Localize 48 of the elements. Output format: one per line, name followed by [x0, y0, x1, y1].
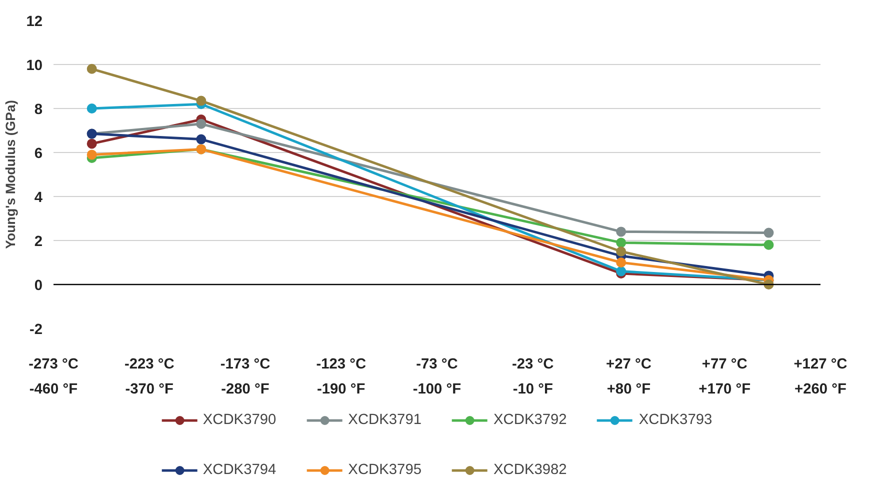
x-tick-label: -223 °C: [124, 356, 175, 372]
x2-tick-label: +260 °F: [794, 382, 846, 398]
x2-tick-label: +170 °F: [698, 382, 751, 398]
point: [196, 118, 206, 129]
point: [764, 240, 774, 250]
x-tick-label: +27 °C: [606, 356, 652, 372]
legend-label: XCDK3790: [202, 412, 276, 428]
point: [616, 266, 626, 276]
x-tick-label: -123 °C: [316, 356, 366, 372]
y-tick-label: 10: [26, 58, 43, 74]
x2-tick-label: -280 °F: [221, 382, 270, 398]
y-tick-label: 4: [34, 190, 44, 206]
x2-tick-label: +80 °F: [606, 382, 651, 398]
x-tick-label: -23 °C: [512, 356, 554, 372]
x2-tick-label: -190 °F: [317, 382, 366, 398]
y-tick-label: 2: [34, 234, 43, 250]
legend-label: XCDK3791: [348, 412, 422, 428]
x2-tick-label: -370 °F: [125, 382, 174, 398]
legend-label: XCDK3792: [494, 412, 567, 428]
y-tick-label: 12: [26, 14, 43, 30]
x-tick-label: -273 °C: [28, 356, 79, 372]
x-tick-label: +77 °C: [702, 356, 748, 372]
x-tick-label: -173 °C: [220, 356, 271, 372]
x2-tick-label: -460 °F: [29, 382, 78, 398]
point: [196, 134, 206, 144]
point: [616, 246, 626, 256]
legend-label: XCDK3794: [202, 462, 276, 478]
legend-label: XCDK3795: [348, 462, 422, 478]
legend-label: XCDK3793: [638, 412, 712, 428]
x-tick-label: +127 °C: [794, 356, 848, 372]
y-tick-label: 0: [34, 278, 43, 294]
point: [86, 150, 97, 160]
point: [616, 238, 626, 248]
x-tick-label: -73 °C: [416, 356, 458, 372]
y-tick-label: 6: [34, 146, 43, 162]
y-tick-label: 8: [34, 102, 43, 118]
point: [86, 138, 97, 149]
point: [616, 258, 626, 268]
point: [616, 226, 626, 237]
y-tick-label: -2: [29, 322, 43, 338]
point: [86, 64, 97, 74]
x2-tick-label: -10 °F: [512, 382, 553, 398]
point: [196, 96, 206, 106]
legend-label: XCDK3982: [494, 462, 567, 478]
point: [86, 104, 97, 114]
point: [764, 228, 774, 238]
y-axis-title: Young's Modulus (GPa): [3, 100, 18, 249]
x2-tick-label: -100 °F: [412, 382, 462, 398]
